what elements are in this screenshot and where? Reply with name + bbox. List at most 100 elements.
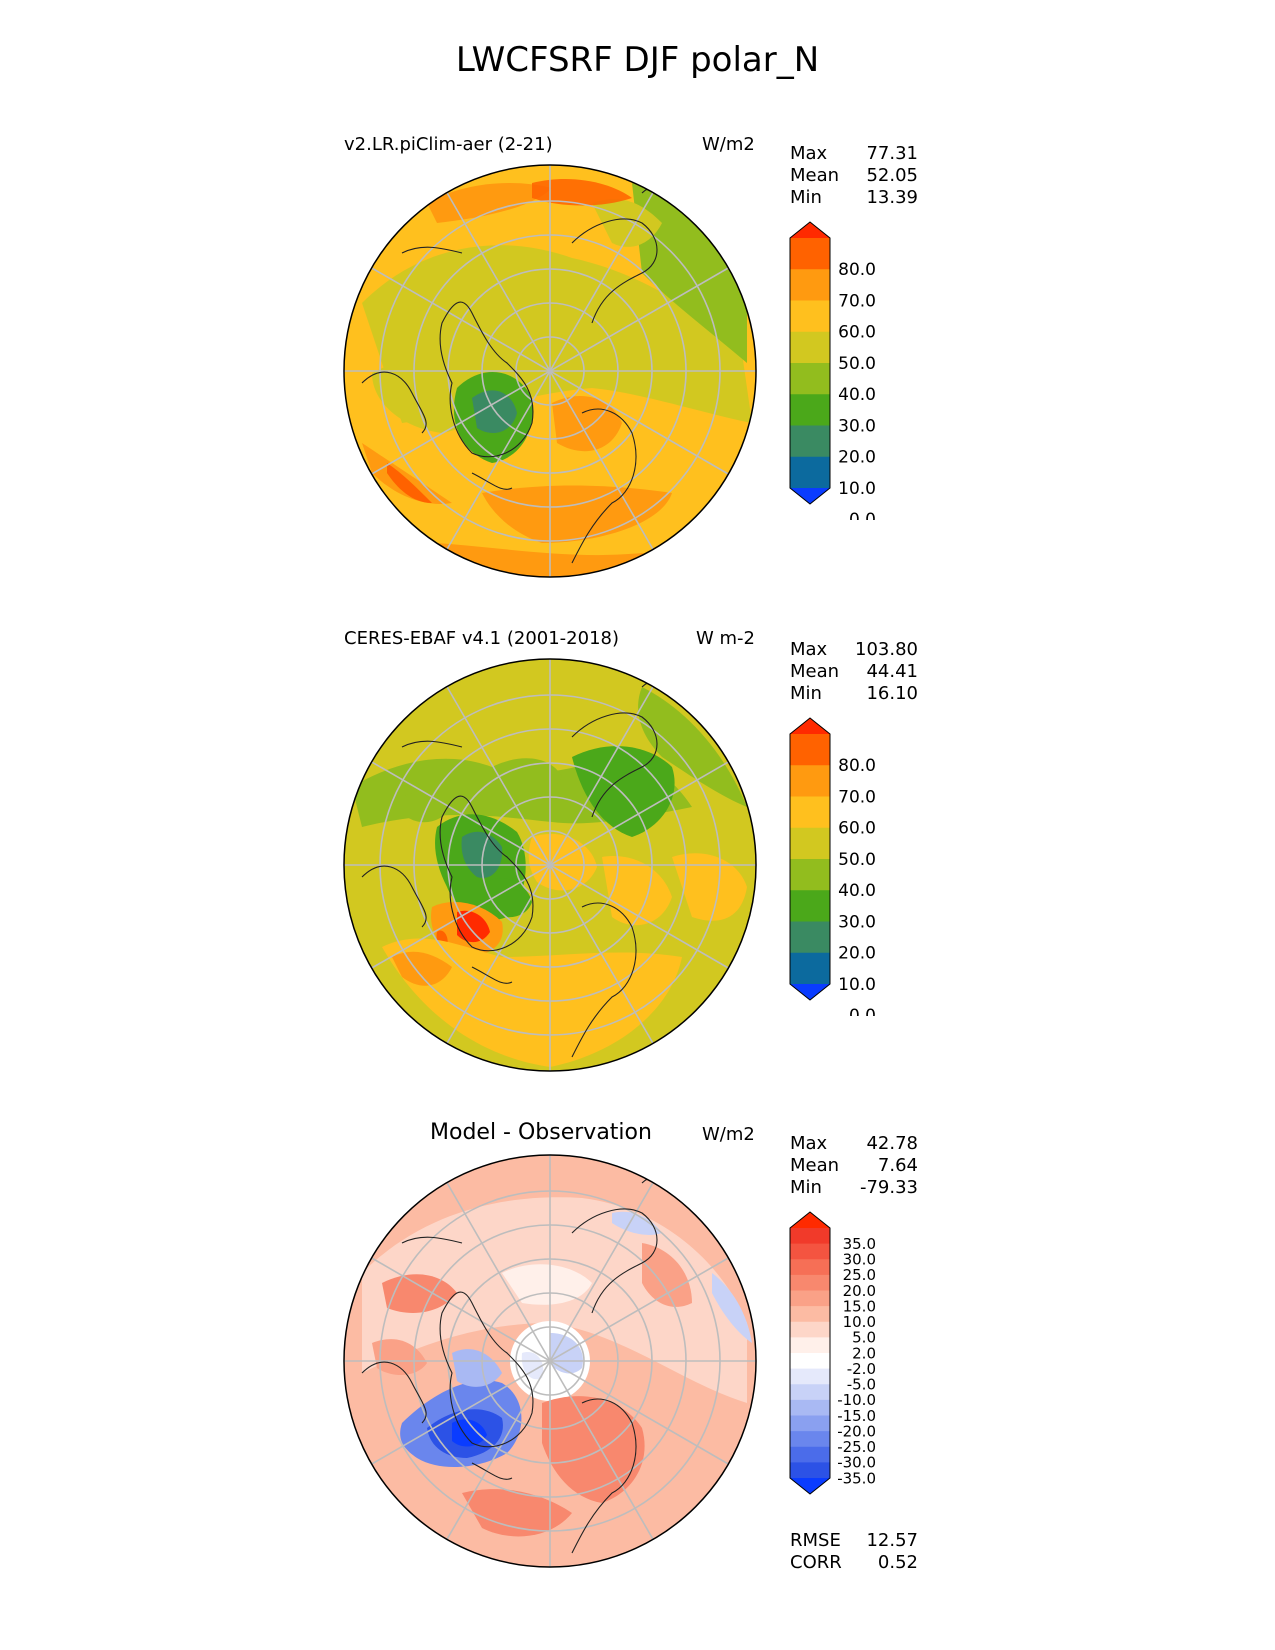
- colorbar-swatch: [790, 1353, 830, 1370]
- colorbar-swatch: [790, 1415, 830, 1432]
- panel-3-polar-map: [343, 1154, 757, 1568]
- colorbar-tick-label: 10.0: [838, 479, 876, 499]
- stat-min-row: Min -79.33: [790, 1177, 918, 1199]
- colorbar-swatch: [790, 1384, 830, 1401]
- colorbar-tick-label: 0.0: [849, 510, 876, 520]
- colorbar-swatch: [790, 859, 830, 891]
- metric-label: RMSE: [790, 1530, 841, 1551]
- colorbar-tick-label: -5.0: [847, 1376, 876, 1394]
- panel-1-stats: Max 77.31 Mean 52.05 Min 13.39: [790, 143, 918, 209]
- stat-value: 77.31: [866, 143, 918, 164]
- colorbar-swatch: [790, 456, 830, 489]
- stat-mean-row: Mean 7.64: [790, 1155, 918, 1177]
- colorbar-swatch: [790, 300, 830, 333]
- panel-2-title: CERES-EBAF v4.1 (2001-2018): [344, 628, 620, 649]
- colorbar-swatch: [790, 363, 830, 395]
- colorbar-tick-label: -35.0: [837, 1469, 876, 1487]
- stat-value: 52.05: [866, 165, 918, 186]
- colorbar-tick-label: -15.0: [837, 1407, 876, 1425]
- stat-label: Mean: [790, 661, 840, 682]
- colorbar-tick-label: -10.0: [837, 1391, 876, 1409]
- colorbar-swatch: [790, 827, 830, 860]
- colorbar-tick-label: -20.0: [837, 1422, 876, 1440]
- colorbar-swatch: [790, 952, 830, 985]
- colorbar-tick-label: 70.0: [838, 291, 876, 311]
- stat-min-row: Min 16.10: [790, 683, 918, 705]
- stat-value: 42.78: [866, 1133, 918, 1154]
- metric-value: 0.52: [877, 1552, 918, 1573]
- colorbar-tick-label: 20.0: [843, 1282, 876, 1300]
- colorbar-swatch: [790, 921, 830, 954]
- panel-3-metrics: RMSE 12.57 CORR 0.52: [790, 1530, 918, 1574]
- colorbar-tick-label: 0.0: [849, 1006, 876, 1016]
- metric-rmse-row: RMSE 12.57: [790, 1530, 918, 1552]
- stat-label: Min: [790, 187, 822, 208]
- stat-value: -79.33: [859, 1177, 918, 1198]
- colorbar-tick-label: 25.0: [843, 1266, 876, 1284]
- colorbar-tick-label: 20.0: [838, 448, 876, 468]
- colorbar-swatch: [790, 765, 830, 797]
- panel-1-polar-map: [343, 164, 757, 578]
- colorbar-extend-min: [790, 984, 830, 1000]
- stat-min-row: Min 13.39: [790, 187, 918, 209]
- colorbar-tick-label: 15.0: [843, 1297, 876, 1315]
- colorbar-tick-label: 30.0: [843, 1251, 876, 1269]
- panel-2-stats: Max 103.80 Mean 44.41 Min 16.10: [790, 639, 918, 705]
- colorbar-swatch: [790, 238, 830, 270]
- colorbar-tick-label: 2.0: [852, 1344, 876, 1362]
- stat-value: 7.64: [877, 1155, 918, 1176]
- colorbar-swatch: [790, 1321, 830, 1338]
- stat-label: Max: [790, 1133, 828, 1154]
- colorbar-tick-label: 10.0: [838, 975, 876, 995]
- colorbar-swatch: [790, 1368, 830, 1385]
- stat-label: Max: [790, 639, 828, 660]
- colorbar-swatch: [790, 1462, 830, 1479]
- colorbar-swatch: [790, 1228, 830, 1245]
- colorbar-swatch: [790, 1306, 830, 1323]
- colorbar-tick-label: -30.0: [837, 1454, 876, 1472]
- colorbar-tick-label: 20.0: [838, 944, 876, 964]
- stat-max-row: Max 77.31: [790, 143, 918, 165]
- stat-label: Mean: [790, 1155, 840, 1176]
- stat-mean-row: Mean 52.05: [790, 165, 918, 187]
- colorbar-tick-label: 50.0: [838, 850, 876, 870]
- colorbar-tick-label: 60.0: [838, 819, 876, 839]
- stat-max-row: Max 42.78: [790, 1133, 918, 1155]
- colorbar-swatch: [790, 394, 830, 426]
- colorbar-tick-label: 80.0: [838, 756, 876, 776]
- stat-label: Min: [790, 1177, 822, 1198]
- colorbar-tick-label: 10.0: [843, 1313, 876, 1331]
- panel-2-colorbar: 80.0 70.0 60.0 50.0 40.0 30.0 20.0 10.0 0.0: [789, 717, 876, 1016]
- panel-2-units: W m-2: [696, 628, 756, 649]
- panel-3-units: W/m2: [702, 1124, 755, 1145]
- colorbar-tick-label: 80.0: [838, 260, 876, 280]
- colorbar-swatch: [790, 734, 830, 766]
- colorbar-tick-label: 40.0: [838, 881, 876, 901]
- colorbar-outline: [789, 717, 831, 1001]
- colorbar-swatch: [790, 1431, 830, 1448]
- metric-label: CORR: [790, 1552, 842, 1573]
- colorbar-swatch: [790, 1259, 830, 1276]
- stat-value: 16.10: [866, 683, 918, 704]
- stat-label: Min: [790, 683, 822, 704]
- stat-max-row: Max 103.80: [790, 639, 918, 661]
- metric-corr-row: CORR 0.52: [790, 1552, 918, 1574]
- panel-1-units: W/m2: [702, 134, 755, 155]
- colorbar-tick-label: 60.0: [838, 323, 876, 343]
- stat-value: 44.41: [866, 661, 918, 682]
- colorbar-swatch: [790, 1290, 830, 1307]
- colorbar-swatch: [790, 890, 830, 922]
- colorbar-outline: [789, 1211, 831, 1495]
- stat-value: 103.80: [855, 639, 918, 660]
- colorbar-swatch: [790, 1243, 830, 1260]
- colorbar-swatch: [790, 1274, 830, 1291]
- metric-value: 12.57: [866, 1530, 918, 1551]
- panel-2-polar-map: [343, 658, 757, 1072]
- colorbar-extend-max: [790, 1212, 830, 1228]
- panel-1-title: v2.LR.piClim-aer (2-21): [344, 134, 553, 155]
- colorbar-outline: [789, 221, 831, 505]
- colorbar-swatch: [790, 331, 830, 364]
- colorbar-extend-min: [790, 1478, 830, 1494]
- colorbar-extend-max: [790, 222, 830, 238]
- colorbar-tick-label: 70.0: [838, 787, 876, 807]
